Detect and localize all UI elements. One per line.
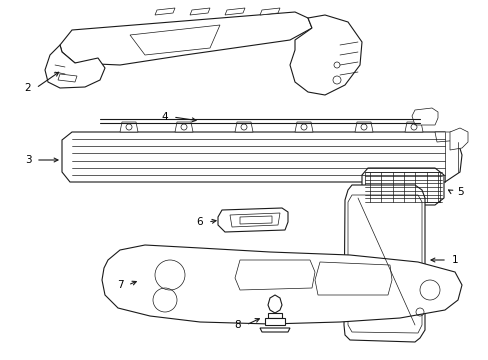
Polygon shape (130, 25, 220, 55)
Polygon shape (354, 122, 372, 132)
Polygon shape (260, 8, 280, 15)
Text: 3: 3 (24, 155, 31, 165)
Polygon shape (434, 132, 459, 142)
Polygon shape (240, 216, 271, 224)
Polygon shape (289, 15, 361, 95)
Polygon shape (294, 122, 312, 132)
Polygon shape (60, 12, 311, 65)
Polygon shape (264, 318, 285, 325)
Text: 5: 5 (456, 187, 462, 197)
Polygon shape (267, 313, 282, 318)
Polygon shape (314, 262, 391, 295)
Text: 7: 7 (117, 280, 123, 290)
Polygon shape (218, 208, 287, 232)
Polygon shape (224, 8, 244, 15)
Polygon shape (175, 122, 193, 132)
Polygon shape (155, 8, 175, 15)
Text: 4: 4 (162, 112, 168, 122)
Polygon shape (229, 213, 280, 227)
Polygon shape (260, 328, 289, 332)
Polygon shape (235, 260, 314, 290)
Polygon shape (62, 132, 461, 182)
Polygon shape (120, 122, 138, 132)
Text: 2: 2 (24, 83, 31, 93)
Polygon shape (343, 185, 424, 342)
Polygon shape (411, 108, 437, 125)
Text: 6: 6 (196, 217, 203, 227)
Polygon shape (45, 45, 105, 88)
Text: 8: 8 (234, 320, 241, 330)
Polygon shape (190, 8, 209, 15)
Polygon shape (267, 295, 282, 313)
Polygon shape (361, 168, 443, 205)
Polygon shape (235, 122, 252, 132)
Polygon shape (58, 74, 77, 82)
Text: 1: 1 (451, 255, 457, 265)
Polygon shape (449, 128, 467, 150)
Polygon shape (404, 122, 422, 132)
Polygon shape (102, 245, 461, 324)
